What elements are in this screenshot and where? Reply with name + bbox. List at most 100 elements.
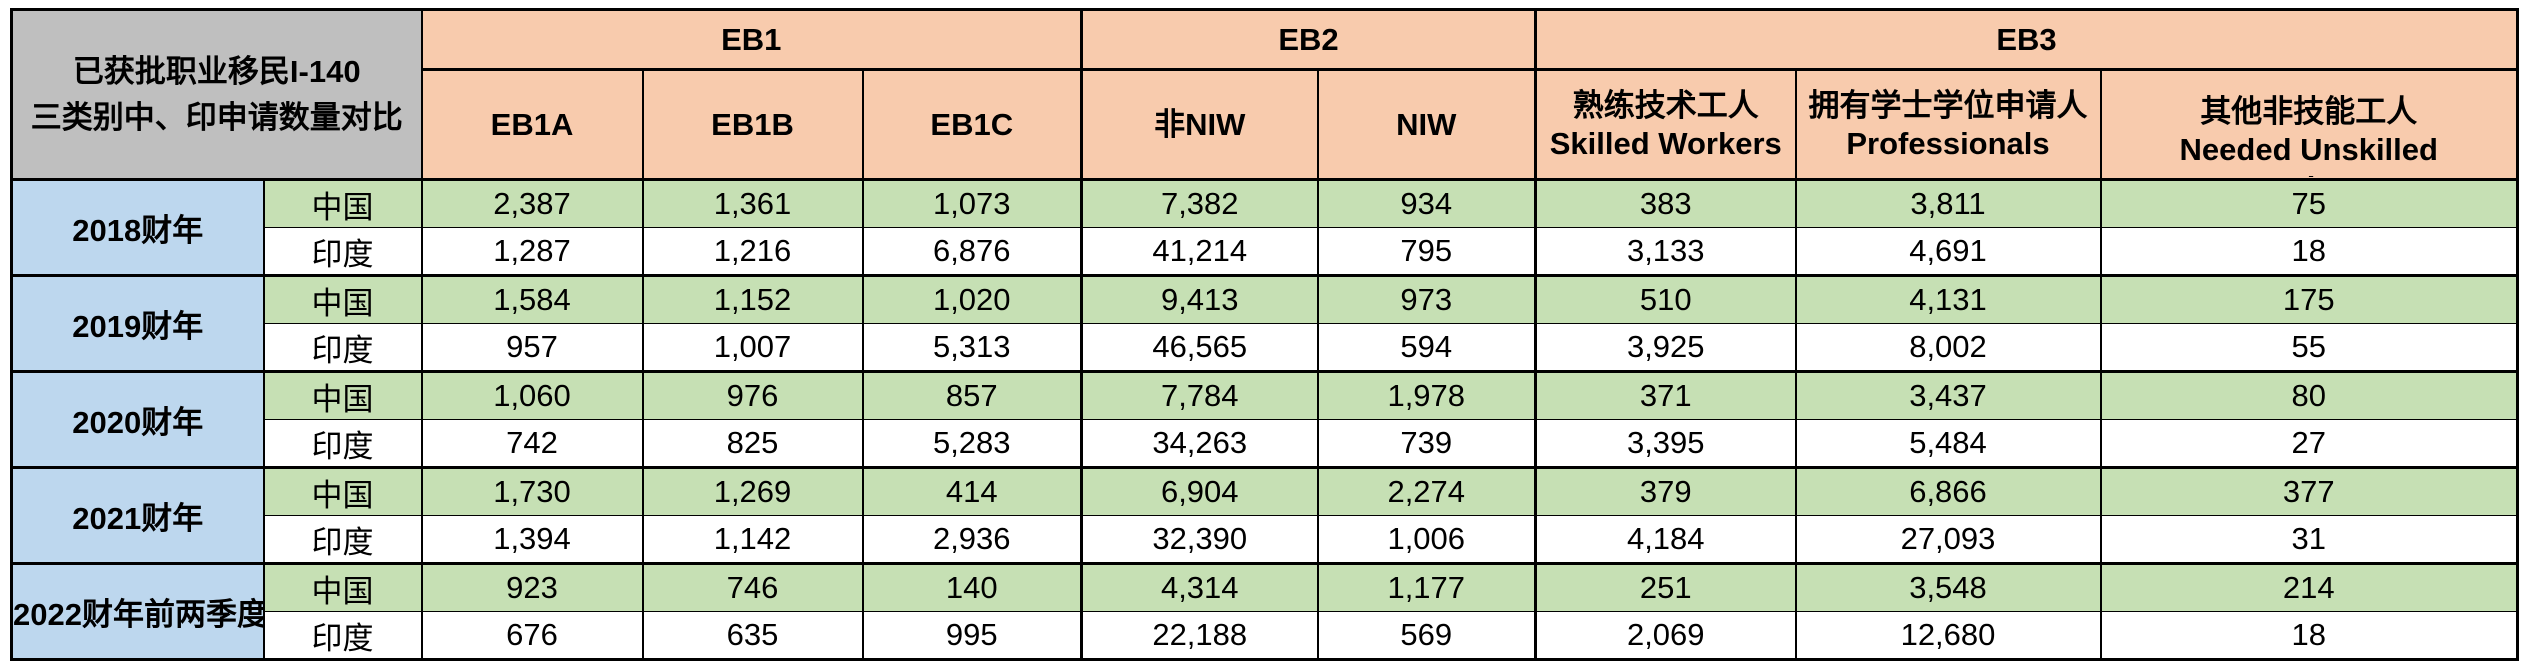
value-cell: 383 (1534, 178, 1797, 228)
table-row: 印度 1,287 1,216 6,876 41,214 795 3,133 4,691 18 (12, 227, 2519, 277)
value-cell: 4,131 (1794, 274, 2102, 324)
value-cell: 923 (420, 562, 644, 612)
column-header-label: EB1A (490, 106, 574, 142)
column-header-row: EB1A EB1B EB1C 非NIW NIW 熟练技术工人 Skilled Workers… (12, 68, 2519, 181)
table-header: 已获批职业移民I-140 三类别中、印申请数量对比 EB1 EB2 EB3 EB1A… (10, 8, 2519, 181)
value-cell: 1,152 (641, 274, 864, 324)
column-header-label: 熟练技术工人 Skilled Workers (1549, 87, 1782, 161)
value-cell: 12,680 (1794, 611, 2102, 661)
column-header-label: EB1C (930, 106, 1014, 142)
country-cell: 印度 (262, 227, 423, 277)
year-cell: 2018财年 (10, 178, 265, 276)
value-cell: 6,866 (1794, 466, 2102, 516)
value-cell: 5,283 (861, 419, 1083, 469)
i140-comparison-table: 已获批职业移民I-140 三类别中、印申请数量对比 EB1 EB2 EB3 EB1A… (10, 8, 2520, 661)
column-header-cell: 熟练技术工人 Skilled Workers (1534, 68, 1797, 181)
column-header-cell: NIW (1316, 68, 1537, 181)
value-cell: 140 (861, 562, 1083, 612)
value-cell: 175 (2099, 274, 2519, 324)
value-cell: 75 (2099, 178, 2519, 228)
country-cell: 中国 (262, 562, 423, 612)
value-cell: 3,925 (1534, 323, 1797, 373)
value-cell: 2,274 (1316, 466, 1537, 516)
value-cell: 1,177 (1316, 562, 1537, 612)
value-cell: 34,263 (1080, 419, 1319, 469)
year-cell: 2019财年 (10, 274, 265, 372)
country-cell: 印度 (262, 611, 423, 661)
country-cell: 中国 (262, 178, 423, 228)
country-cell: 中国 (262, 274, 423, 324)
table-row: 印度 1,394 1,142 2,936 32,390 1,006 4,184 27,093 3… (12, 515, 2519, 565)
value-cell: 18 (2099, 611, 2519, 661)
value-cell: 55 (2099, 323, 2519, 373)
value-cell: 2,936 (861, 515, 1083, 565)
value-cell: 569 (1316, 611, 1537, 661)
value-cell: 1,060 (420, 370, 644, 420)
value-cell: 1,269 (641, 466, 864, 516)
value-cell: 1,020 (861, 274, 1083, 324)
country-cell: 印度 (262, 323, 423, 373)
column-header-label: 拥有学士学位申请人 Professionals (1808, 87, 2088, 161)
value-cell: 973 (1316, 274, 1537, 324)
value-cell: 739 (1316, 419, 1537, 469)
value-cell: 1,142 (641, 515, 864, 565)
value-cell: 995 (861, 611, 1083, 661)
value-cell: 3,395 (1534, 419, 1797, 469)
value-cell: 1,730 (420, 466, 644, 516)
value-cell: 1,073 (861, 178, 1083, 228)
value-cell: 1,006 (1316, 515, 1537, 565)
country-cell: 印度 (262, 419, 423, 469)
value-cell: 1,584 (420, 274, 644, 324)
value-cell: 4,314 (1080, 562, 1319, 612)
column-header-label: EB1B (711, 106, 794, 142)
country-cell: 印度 (262, 515, 423, 565)
column-header-cell: EB1A (420, 68, 644, 181)
table-title-line2: 三类别中、印申请数量对比 (30, 99, 403, 135)
column-header-cell: 非NIW (1080, 68, 1319, 181)
group-header-eb2: EB2 (1080, 8, 1537, 71)
value-cell: 414 (861, 466, 1083, 516)
column-header-cell: 拥有学士学位申请人 Professionals (1794, 68, 2102, 181)
value-cell: 9,413 (1080, 274, 1319, 324)
column-header-cell: EB1B (641, 68, 864, 181)
value-cell: 7,784 (1080, 370, 1319, 420)
table-title-line1: 已获批职业移民I-140 (72, 53, 361, 89)
value-cell: 377 (2099, 466, 2519, 516)
value-cell: 635 (641, 611, 864, 661)
table-body: 2018财年 中国 2,387 1,361 1,073 7,382 934 383 3,811 7… (10, 178, 2519, 661)
value-cell: 31 (2099, 515, 2519, 565)
country-cell: 中国 (262, 466, 423, 516)
year-cell: 2021财年 (10, 466, 265, 564)
country-cell: 中国 (262, 370, 423, 420)
value-cell: 4,691 (1794, 227, 2102, 277)
value-cell: 746 (641, 562, 864, 612)
value-cell: 379 (1534, 466, 1797, 516)
value-cell: 795 (1316, 227, 1537, 277)
value-cell: 957 (420, 323, 644, 373)
value-cell: 32,390 (1080, 515, 1319, 565)
value-cell: 3,437 (1794, 370, 2102, 420)
value-cell: 8,002 (1794, 323, 2102, 373)
table-row: 印度 742 825 5,283 34,263 739 3,395 5,484 27 (12, 419, 2519, 469)
value-cell: 3,133 (1534, 227, 1797, 277)
value-cell: 2,387 (420, 178, 644, 228)
value-cell: 371 (1534, 370, 1797, 420)
group-header-eb3: EB3 (1533, 8, 2519, 71)
value-cell: 934 (1316, 178, 1537, 228)
value-cell: 6,876 (861, 227, 1083, 277)
value-cell: 22,188 (1080, 611, 1319, 661)
value-cell: 3,811 (1794, 178, 2102, 228)
value-cell: 1,394 (420, 515, 644, 565)
value-cell: 251 (1534, 562, 1797, 612)
year-cell: 2020财年 (10, 370, 265, 468)
table-row: 印度 676 635 995 22,188 569 2,069 12,680 18 (12, 611, 2519, 661)
value-cell: 18 (2099, 227, 2519, 277)
value-cell: 976 (641, 370, 864, 420)
value-cell: 676 (420, 611, 644, 661)
table-title: 已获批职业移民I-140 三类别中、印申请数量对比 (10, 8, 423, 181)
table-row: 2021财年 中国 1,730 1,269 414 6,904 2,274 379 6,866 3… (10, 466, 2519, 564)
value-cell: 4,184 (1534, 515, 1797, 565)
value-cell: 742 (420, 419, 644, 469)
